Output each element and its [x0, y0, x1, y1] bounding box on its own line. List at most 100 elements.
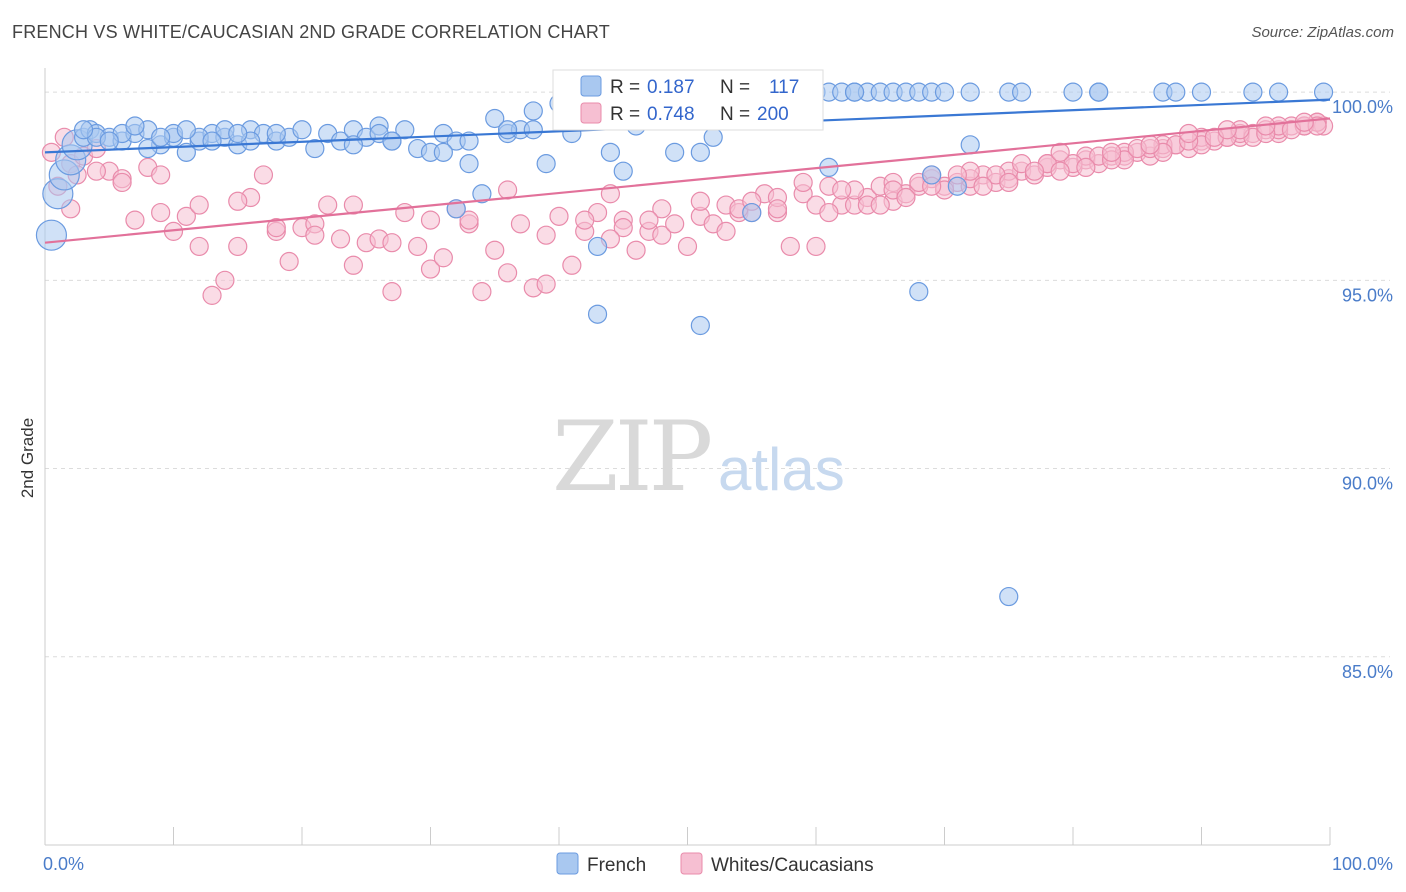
whites-point [652, 225, 672, 245]
french-point [305, 138, 325, 159]
whites-point [420, 259, 441, 279]
legend-french-n: 117 [769, 77, 799, 98]
whites-point [1076, 157, 1096, 178]
legend-french-r-label: R = [610, 77, 640, 98]
french-point [703, 127, 723, 147]
whites-point [202, 285, 222, 305]
french-point [587, 304, 608, 324]
whites-point [343, 255, 363, 275]
french-point [151, 127, 171, 147]
french-point [523, 101, 543, 121]
french-point [472, 184, 492, 204]
whites-point [253, 165, 274, 185]
series-french-points [35, 82, 1334, 607]
whites-point [716, 221, 736, 241]
whites-point [677, 236, 698, 257]
french-point [600, 142, 621, 162]
whites-point [1101, 142, 1122, 162]
french-point [844, 82, 865, 102]
legend-french-r: 0.187 [647, 77, 695, 98]
y-tick-label: 95.0% [1342, 285, 1393, 305]
whites-point [665, 214, 685, 234]
french-point [934, 82, 955, 102]
french-point [960, 135, 980, 155]
whites-point [613, 218, 633, 238]
watermark-atlas: atlas [718, 436, 845, 503]
legend-whites-r-label: R = [610, 104, 640, 125]
whites-point [472, 282, 492, 302]
y-tick-label: 85.0% [1342, 662, 1393, 682]
whites-point [1050, 161, 1070, 181]
whites-point [510, 214, 531, 234]
whites-point [806, 236, 826, 257]
whites-point [793, 172, 813, 193]
whites-point [86, 161, 107, 181]
french-point [459, 154, 479, 174]
french-point [382, 131, 402, 151]
french-point [99, 131, 119, 151]
series-whites-points [41, 112, 1334, 305]
whites-point [1024, 161, 1045, 181]
french-point [587, 236, 608, 257]
french-point [498, 120, 518, 140]
french-point [266, 123, 286, 144]
whites-point [780, 236, 800, 257]
whites-point [1140, 135, 1160, 155]
whites-point [343, 195, 363, 215]
bottom-legend-french: French [587, 855, 646, 876]
axes: 100.0% 95.0% 90.0% 85.0% 0.0% 100.0% [43, 68, 1393, 874]
french-point [292, 120, 312, 140]
french-point [202, 131, 222, 151]
watermark-zip: ZIP [552, 401, 711, 513]
whites-point [189, 236, 209, 257]
french-point [228, 123, 248, 144]
y-axis-label: 2nd Grade [18, 418, 37, 498]
whites-point [408, 236, 428, 257]
whites-point [652, 199, 672, 219]
legend-whites-r: 0.748 [647, 104, 695, 125]
whites-point [999, 172, 1019, 193]
french-point [73, 120, 94, 140]
french-point [1243, 82, 1263, 102]
whites-point [112, 172, 132, 193]
french-point [960, 82, 980, 102]
legend-bottom: French Whites/Caucasians [556, 852, 874, 876]
french-point [665, 142, 685, 162]
french-point [690, 142, 710, 162]
legend-french-n-label: N = [720, 77, 750, 98]
french-point [433, 142, 453, 162]
whites-point [896, 187, 916, 208]
whites-point [305, 225, 325, 245]
bottom-legend-french-swatch [556, 852, 579, 875]
french-point [1268, 82, 1289, 102]
french-point [613, 161, 633, 181]
whites-point [536, 274, 556, 294]
french-point [922, 165, 942, 185]
whites-point [536, 225, 556, 245]
french-point [1166, 82, 1186, 102]
whites-point [819, 202, 839, 223]
french-point [1191, 82, 1212, 102]
whites-point [125, 210, 145, 230]
french-point [176, 142, 196, 162]
legend-french-swatch [580, 75, 602, 97]
whites-point [382, 233, 402, 253]
whites-point [228, 191, 248, 211]
french-point [1011, 82, 1032, 102]
y-tick-label: 90.0% [1342, 474, 1393, 494]
french-point [459, 131, 479, 151]
french-point [485, 108, 505, 129]
legend-whites-n: 200 [757, 104, 789, 125]
whites-point [318, 195, 338, 215]
watermark: ZIP atlas [552, 401, 845, 513]
whites-point [228, 236, 248, 257]
whites-point [639, 210, 659, 230]
french-point [395, 120, 415, 140]
french-point [947, 176, 967, 196]
whites-point [215, 270, 235, 290]
french-point [999, 586, 1019, 607]
whites-point [1050, 142, 1070, 162]
whites-point [498, 263, 518, 283]
french-point [125, 116, 145, 136]
